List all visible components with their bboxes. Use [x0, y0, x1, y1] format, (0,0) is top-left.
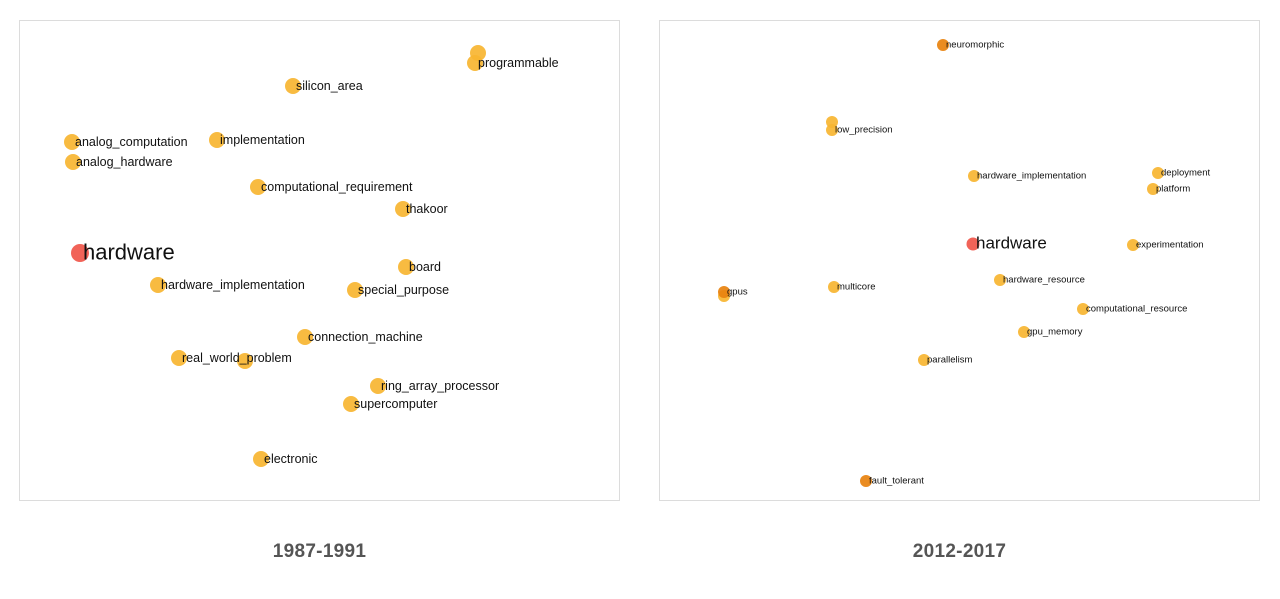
neighbor-word-dot: [1152, 167, 1164, 179]
neighbor-word-dot: [285, 78, 301, 94]
neighbor-word-label: computational_requirement: [261, 180, 413, 194]
focus-word-dot: [966, 237, 980, 251]
focus-word-label: hardware: [976, 234, 1047, 253]
neighbor-word-dot: [1147, 183, 1159, 195]
neighbor-word-label: implementation: [220, 133, 305, 147]
neighbor-word-label: multicore: [837, 282, 876, 293]
neighbor-word-label: board: [409, 260, 441, 274]
neighbor-word-label: fault_tolerant: [869, 476, 924, 487]
word-map-svg-left: hardware programmable silicon_area analog_c…: [64, 45, 559, 467]
neighbor-word-dot: [150, 277, 166, 293]
neighbor-word-dot: [1127, 239, 1139, 251]
neighbor-word-dot: [64, 134, 80, 150]
neighbor-word-label: special_purpose: [358, 283, 449, 297]
neighbor-word-label: electronic: [264, 452, 318, 466]
panel-caption-right: 2012-2017: [912, 541, 1007, 562]
neighbor-word-label: silicon_area: [296, 79, 363, 93]
neighbor-word-label: deployment: [1161, 168, 1210, 179]
neighbor-word-dot: [1018, 326, 1030, 338]
neighbor-word-label: gpus: [727, 287, 748, 298]
neighbor-word-label: experimentation: [1136, 240, 1204, 251]
neighbor-word-label: ring_array_processor: [381, 379, 499, 393]
neighbor-word-dot: [398, 259, 414, 275]
neighbor-word-label: hardware_implementation: [977, 171, 1086, 182]
word-map-panel-1987-1991: hardware programmable silicon_area analog_c…: [19, 20, 620, 501]
neighbor-word-dot: [250, 179, 266, 195]
neighbor-word-label: neuromorphic: [946, 40, 1004, 51]
neighbor-word-dot: [65, 154, 81, 170]
neighbor-word-dot: [297, 329, 313, 345]
neighbor-word-dot: [937, 39, 949, 51]
neighbor-word-dot: [343, 396, 359, 412]
neighbor-word-label: hardware_resource: [1003, 275, 1085, 286]
neighbor-word-dot: [209, 132, 225, 148]
neighbor-word-dot: [918, 354, 930, 366]
neighbor-word-label: gpu_memory: [1027, 327, 1083, 338]
neighbor-word-dot: [237, 353, 253, 369]
neighbor-word-label: computational_resource: [1086, 304, 1187, 315]
neighbor-word-label: thakoor: [406, 202, 448, 216]
neighbor-word-dot: [826, 124, 838, 136]
word-map-svg-right: hardware neuromorphic low_precisionhardwar…: [718, 39, 1210, 487]
neighbor-word-label: supercomputer: [354, 397, 437, 411]
neighbor-word-label: real_world_problem: [182, 351, 292, 365]
neighbor-word-label: analog_computation: [75, 135, 188, 149]
neighbor-word-label: analog_hardware: [76, 155, 173, 169]
neighbor-word-dot: [828, 281, 840, 293]
neighbor-word-dot: [718, 286, 730, 298]
neighbor-word-dot: [370, 378, 386, 394]
panel-caption-left: 1987-1991: [272, 541, 367, 562]
focus-word-dot: [71, 244, 89, 262]
neighbor-word-label: programmable: [478, 56, 559, 70]
neighbor-word-dot: [467, 55, 483, 71]
neighbor-word-label: parallelism: [927, 355, 972, 366]
neighbor-word-dot: [994, 274, 1006, 286]
focus-word-label: hardware: [83, 240, 175, 265]
neighbor-word-dot: [860, 475, 872, 487]
neighbor-word-dot: [347, 282, 363, 298]
neighbor-word-dot: [968, 170, 980, 182]
neighbor-word-label: low_precision: [835, 125, 893, 136]
neighbor-word-label: platform: [1156, 184, 1190, 195]
neighbor-word-label: hardware_implementation: [161, 278, 305, 292]
neighbor-word-dot: [1077, 303, 1089, 315]
neighbor-word-dot: [395, 201, 411, 217]
neighbor-word-dot: [253, 451, 269, 467]
neighbor-word-label: connection_machine: [308, 330, 423, 344]
neighbor-word-dot: [171, 350, 187, 366]
